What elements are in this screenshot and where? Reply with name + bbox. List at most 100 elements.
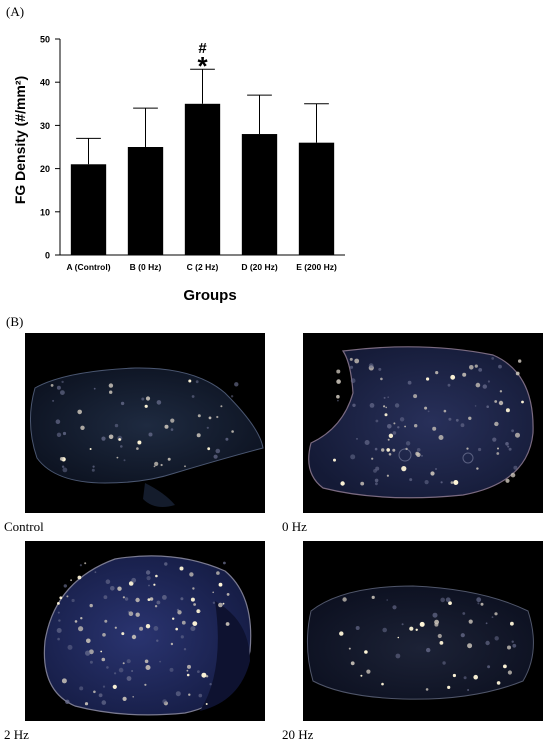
fluorescent-cell — [352, 403, 356, 407]
x-tick-label: A (Control) — [66, 262, 110, 272]
fluorescent-cell — [427, 410, 430, 413]
fluorescent-cell — [218, 602, 223, 608]
fluorescent-cell — [405, 441, 411, 446]
x-tick-label: C (2 Hz) — [187, 262, 219, 272]
fluorescent-cell — [183, 648, 187, 651]
fluorescent-cell — [496, 452, 500, 455]
fluorescent-cell — [123, 459, 126, 462]
fluorescent-cell — [162, 699, 167, 704]
fluorescent-cell — [84, 702, 89, 706]
fluorescent-cell — [497, 447, 499, 450]
fluorescent-cell — [421, 455, 423, 457]
micrograph-2hz — [25, 541, 265, 721]
fluorescent-cell — [186, 673, 190, 677]
fluorescent-cell — [505, 442, 509, 446]
fluorescent-cell — [375, 419, 379, 423]
bar-4 — [241, 134, 278, 255]
fluorescent-cell — [62, 431, 67, 436]
fluorescent-cell — [388, 453, 392, 456]
fluorescent-cell — [339, 631, 344, 636]
fluorescent-cell — [164, 562, 168, 566]
fluorescent-cell — [450, 481, 454, 484]
fluorescent-cell — [215, 448, 221, 454]
fluorescent-cell — [371, 595, 375, 599]
fluorescent-cell — [61, 380, 64, 384]
fluorescent-cell — [445, 597, 451, 603]
fluorescent-cell — [80, 425, 85, 430]
fluorescent-cell — [383, 405, 386, 408]
fluorescent-cell — [360, 481, 365, 486]
fluorescent-cell — [507, 645, 511, 650]
fluorescent-cell — [120, 401, 125, 406]
fluorescent-cell — [477, 602, 480, 605]
fluorescent-cell — [181, 620, 186, 625]
fluorescent-cell — [58, 619, 61, 622]
fluorescent-cell — [164, 424, 169, 429]
fluorescent-cell — [496, 681, 501, 685]
fluorescent-cell — [156, 639, 159, 642]
fluorescent-cell — [89, 649, 94, 655]
fluorescent-cell — [440, 481, 443, 484]
fluorescent-cell — [62, 467, 68, 473]
fluorescent-cell — [212, 591, 214, 594]
fluorescent-cell — [381, 682, 384, 686]
fluorescent-cell — [392, 431, 397, 435]
fluorescent-cell — [192, 621, 198, 626]
fluorescent-cell — [467, 689, 470, 691]
fluorescent-cell — [426, 377, 430, 381]
fluorescent-cell — [154, 605, 158, 608]
fluorescent-cell — [56, 432, 62, 437]
fluorescent-cell — [448, 601, 452, 605]
fluorescent-cell — [196, 433, 201, 438]
fluorescent-cell — [413, 394, 418, 399]
fluorescent-cell — [220, 405, 223, 408]
fluorescent-cell — [162, 595, 167, 600]
fluorescent-cell — [169, 667, 174, 672]
fluorescent-cell — [192, 587, 195, 590]
fluorescent-cell — [156, 600, 161, 605]
fluorescent-cell — [387, 424, 392, 429]
fluorescent-cell — [135, 612, 140, 617]
fluorescent-cell — [371, 457, 374, 460]
fluorescent-cell — [154, 461, 159, 466]
fluorescent-cell — [374, 447, 378, 451]
fluorescent-cell — [494, 612, 498, 616]
fluorescent-cell — [394, 403, 400, 408]
fluorescent-cell — [437, 633, 442, 639]
fluorescent-cell — [364, 650, 368, 654]
fluorescent-cell — [89, 448, 92, 450]
fluorescent-cell — [118, 438, 122, 441]
fluorescent-cell — [505, 478, 510, 483]
fluorescent-cell — [175, 691, 181, 697]
fluorescent-cell — [380, 377, 383, 381]
x-tick-label: E (200 Hz) — [296, 262, 337, 272]
bar-2 — [127, 147, 164, 255]
fluorescent-cell — [350, 378, 356, 384]
fluorescent-cell — [155, 574, 158, 578]
fluorescent-cell — [487, 665, 491, 669]
fluorescent-cell — [375, 482, 378, 486]
fluorescent-cell — [476, 467, 479, 470]
fluorescent-cell — [498, 364, 502, 369]
fluorescent-cell — [122, 696, 127, 701]
fluorescent-cell — [349, 365, 354, 369]
bar-5 — [298, 142, 335, 255]
fluorescent-cell — [416, 448, 421, 452]
fluorescent-cell — [216, 571, 220, 575]
fluorescent-cell — [515, 371, 520, 376]
fluorescent-cell — [426, 647, 431, 653]
fluorescent-cell — [513, 465, 518, 470]
fluorescent-cell — [507, 670, 512, 675]
caption-2hz: 2 Hz — [4, 727, 29, 742]
fluorescent-cell — [212, 601, 216, 604]
fluorescent-cell — [494, 400, 498, 403]
fluorescent-cell — [103, 595, 108, 600]
fluorescent-cell — [468, 619, 473, 624]
fluorescent-cell — [170, 642, 174, 646]
fluorescent-cell — [230, 395, 234, 398]
fluorescent-cell — [368, 363, 374, 369]
fluorescent-cell — [373, 469, 377, 473]
x-tick-label: D (20 Hz) — [241, 262, 278, 272]
fluorescent-cell — [186, 669, 189, 672]
fluorescent-cell — [336, 369, 341, 374]
